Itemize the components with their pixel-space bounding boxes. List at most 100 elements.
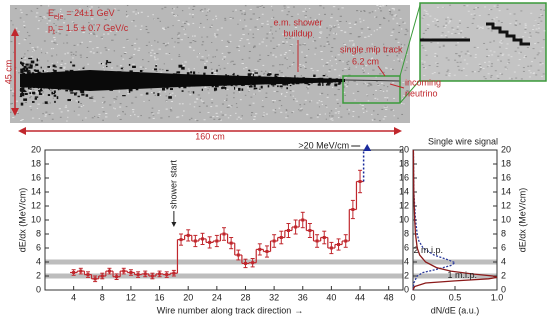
noise	[219, 68, 222, 70]
noise	[379, 6, 382, 8]
noise	[36, 7, 39, 9]
noise	[63, 66, 66, 68]
noise	[168, 53, 171, 55]
shower-hit	[21, 95, 25, 97]
noise	[229, 17, 232, 19]
noise	[52, 48, 55, 50]
shower-hit	[234, 87, 236, 90]
arrow-head	[18, 127, 26, 135]
shower-hit	[211, 85, 214, 88]
noise	[259, 6, 262, 8]
y-tick-label: 6	[501, 242, 506, 252]
noise	[11, 102, 14, 104]
noise	[142, 59, 144, 61]
noise	[103, 69, 106, 71]
noise	[400, 28, 403, 30]
noise	[286, 91, 288, 93]
noise	[272, 9, 274, 11]
noise	[192, 35, 194, 37]
noise	[86, 46, 89, 48]
noise	[543, 30, 546, 32]
noise	[279, 28, 281, 30]
noise	[253, 46, 256, 48]
noise	[540, 14, 543, 16]
noise	[280, 87, 283, 89]
noise	[380, 82, 384, 84]
shower-hit	[85, 94, 89, 97]
noise	[283, 53, 286, 55]
shower-hit	[289, 84, 292, 87]
noise	[211, 68, 213, 70]
shower-hit	[36, 58, 39, 62]
noise	[202, 102, 205, 104]
noise	[358, 36, 361, 38]
noise	[466, 63, 469, 65]
shower-hit	[272, 85, 275, 87]
noise	[15, 100, 19, 102]
noise	[459, 32, 462, 34]
noise	[442, 44, 445, 46]
noise	[452, 29, 455, 31]
noise	[259, 86, 262, 88]
noise	[109, 104, 112, 106]
noise	[18, 72, 20, 74]
noise	[481, 26, 484, 28]
noise	[19, 17, 22, 19]
noise	[86, 57, 89, 59]
noise	[366, 84, 369, 86]
noise	[334, 56, 337, 58]
noise	[334, 112, 337, 114]
noise	[206, 19, 208, 21]
shower-hit	[192, 91, 195, 94]
noise	[400, 58, 402, 60]
x-tick-label: 12	[126, 292, 136, 302]
noise	[367, 35, 370, 37]
noise	[227, 62, 229, 64]
noise	[384, 105, 387, 107]
noise	[228, 104, 231, 106]
noise	[524, 28, 527, 30]
noise	[269, 32, 271, 34]
noise	[339, 21, 342, 23]
noise	[38, 20, 41, 22]
x-tick-label: 8	[100, 292, 105, 302]
noise	[271, 100, 274, 102]
y-tick-label: 6	[404, 242, 409, 252]
noise	[276, 91, 279, 93]
noise	[79, 8, 81, 10]
noise	[51, 63, 53, 65]
annotation: incoming	[405, 77, 441, 87]
noise	[28, 35, 31, 37]
noise	[183, 110, 185, 112]
shower-hit	[221, 86, 225, 89]
noise	[302, 10, 305, 12]
noise	[209, 116, 212, 118]
noise	[458, 33, 461, 35]
noise	[94, 115, 96, 117]
noise	[357, 116, 360, 118]
noise	[440, 35, 443, 37]
noise	[90, 8, 92, 10]
shower-hit	[169, 88, 173, 91]
noise	[220, 119, 222, 121]
noise	[425, 12, 428, 14]
noise	[499, 41, 502, 43]
noise	[451, 27, 454, 29]
noise	[497, 20, 500, 22]
shower-hit	[47, 94, 51, 96]
noise	[364, 10, 366, 12]
shower-hit	[80, 90, 85, 94]
noise	[233, 92, 235, 94]
shower-hit	[20, 70, 24, 74]
noise	[539, 9, 542, 11]
noise	[458, 20, 461, 22]
noise	[150, 55, 153, 57]
noise	[394, 14, 397, 16]
noise	[473, 14, 476, 16]
noise	[165, 27, 167, 29]
point-marker	[172, 271, 176, 275]
noise	[401, 60, 403, 62]
noise	[115, 30, 118, 32]
noise	[72, 53, 75, 55]
noise	[61, 60, 63, 62]
